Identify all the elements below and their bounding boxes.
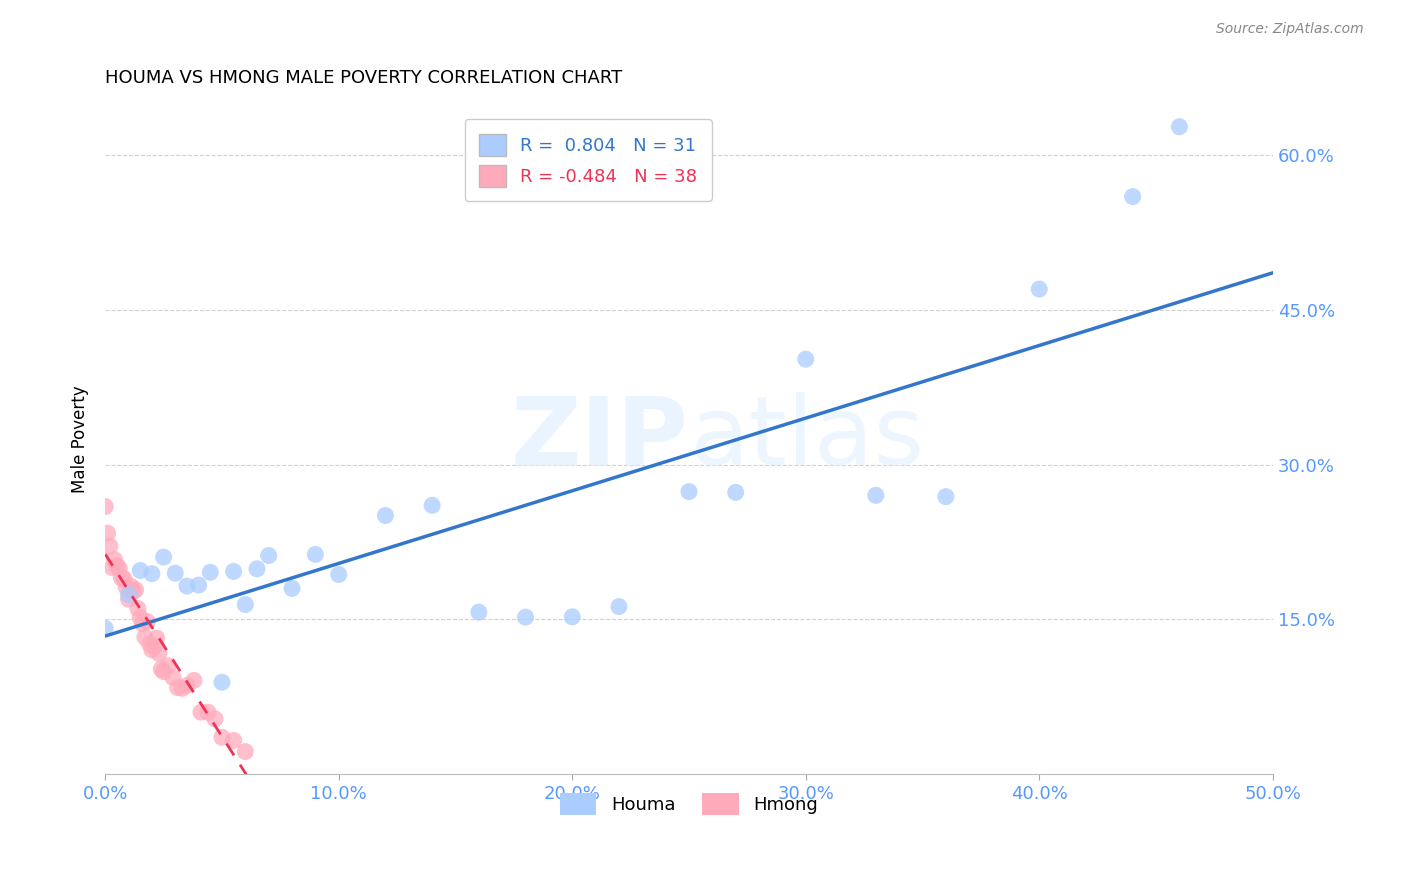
Point — [515, 610, 537, 624]
Point — [468, 605, 491, 619]
Point — [112, 571, 135, 585]
Point — [94, 621, 117, 635]
Point — [127, 601, 149, 615]
Point — [420, 499, 443, 513]
Point — [157, 658, 180, 673]
Point — [222, 565, 245, 579]
Point — [176, 678, 198, 692]
Point — [152, 665, 174, 679]
Point — [94, 500, 117, 514]
Point — [138, 637, 160, 651]
Point — [257, 549, 280, 563]
Point — [561, 610, 583, 624]
Point — [124, 582, 146, 597]
Point — [117, 592, 139, 607]
Point — [110, 571, 132, 585]
Point — [794, 352, 817, 367]
Point — [678, 484, 700, 499]
Point — [204, 712, 226, 726]
Point — [150, 662, 173, 676]
Point — [328, 567, 350, 582]
Point — [176, 579, 198, 593]
Point — [166, 681, 188, 695]
Point — [117, 588, 139, 602]
Point — [129, 610, 152, 624]
Point — [233, 598, 256, 612]
Point — [141, 566, 163, 581]
Point — [105, 558, 128, 573]
Point — [115, 580, 138, 594]
Point — [101, 560, 124, 574]
Point — [246, 562, 269, 576]
Point — [1122, 189, 1144, 203]
Point — [131, 616, 153, 631]
Point — [1028, 282, 1050, 296]
Point — [143, 640, 166, 654]
Point — [136, 615, 159, 629]
Y-axis label: Male Poverty: Male Poverty — [72, 385, 89, 492]
Point — [724, 485, 747, 500]
Point — [165, 566, 187, 581]
Point — [187, 578, 209, 592]
Point — [134, 630, 156, 644]
Point — [190, 705, 212, 719]
Point — [222, 733, 245, 747]
Point — [374, 508, 396, 523]
Legend: Houma, Hmong: Houma, Hmong — [553, 786, 825, 822]
Text: atlas: atlas — [689, 392, 924, 485]
Point — [120, 579, 142, 593]
Point — [281, 582, 304, 596]
Text: HOUMA VS HMONG MALE POVERTY CORRELATION CHART: HOUMA VS HMONG MALE POVERTY CORRELATION … — [105, 69, 623, 87]
Text: Source: ZipAtlas.com: Source: ZipAtlas.com — [1216, 22, 1364, 37]
Point — [935, 490, 957, 504]
Point — [211, 731, 233, 745]
Point — [200, 566, 222, 580]
Point — [103, 552, 125, 566]
Point — [304, 548, 326, 562]
Text: ZIP: ZIP — [512, 392, 689, 485]
Point — [162, 670, 184, 684]
Point — [197, 705, 219, 719]
Point — [233, 745, 256, 759]
Point — [122, 584, 145, 599]
Point — [152, 550, 174, 565]
Point — [98, 539, 121, 553]
Point — [141, 642, 163, 657]
Point — [145, 631, 167, 645]
Point — [96, 526, 118, 541]
Point — [108, 561, 131, 575]
Point — [183, 673, 205, 688]
Point — [172, 681, 194, 696]
Point — [865, 488, 887, 502]
Point — [148, 647, 170, 661]
Point — [211, 675, 233, 690]
Point — [129, 564, 152, 578]
Point — [607, 599, 630, 614]
Point — [1168, 120, 1191, 134]
